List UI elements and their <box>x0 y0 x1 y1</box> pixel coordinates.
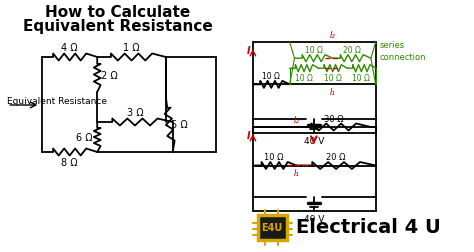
Text: 20 Ω: 20 Ω <box>326 153 346 162</box>
Text: 6 Ω: 6 Ω <box>76 133 92 142</box>
Text: Equivalent Resistance: Equivalent Resistance <box>23 19 212 34</box>
Text: How to Calculate: How to Calculate <box>45 5 190 20</box>
Text: Electrical 4 U: Electrical 4 U <box>296 217 441 236</box>
Text: 40 V: 40 V <box>304 214 324 223</box>
Text: I₂: I₂ <box>330 31 336 40</box>
Text: 10 Ω: 10 Ω <box>305 46 322 55</box>
Text: 20 Ω: 20 Ω <box>343 46 361 55</box>
FancyBboxPatch shape <box>258 215 287 240</box>
Text: 30 Ω: 30 Ω <box>324 115 344 123</box>
Text: 4 Ω: 4 Ω <box>61 43 78 53</box>
Text: 2 Ω: 2 Ω <box>101 70 118 80</box>
Text: 8 Ω: 8 Ω <box>61 158 78 167</box>
Text: 40 V: 40 V <box>304 137 324 145</box>
Text: Equivalent Resistance: Equivalent Resistance <box>7 96 107 105</box>
Text: I₁: I₁ <box>330 88 336 97</box>
Text: 10 Ω: 10 Ω <box>264 153 284 162</box>
Text: 10 Ω: 10 Ω <box>324 74 342 83</box>
Text: E4U: E4U <box>262 223 283 233</box>
Text: I: I <box>246 46 250 56</box>
Text: 3 Ω: 3 Ω <box>127 108 143 117</box>
Text: 5 Ω: 5 Ω <box>171 120 187 130</box>
Text: 10 Ω: 10 Ω <box>295 74 313 83</box>
Text: 10 Ω: 10 Ω <box>353 74 370 83</box>
Text: series
connection: series connection <box>380 41 426 61</box>
Text: 10 Ω: 10 Ω <box>262 72 280 81</box>
Text: 1 Ω: 1 Ω <box>123 43 140 53</box>
Text: I: I <box>246 131 250 140</box>
Text: I₁: I₁ <box>293 169 300 178</box>
Text: I₂: I₂ <box>293 115 300 124</box>
